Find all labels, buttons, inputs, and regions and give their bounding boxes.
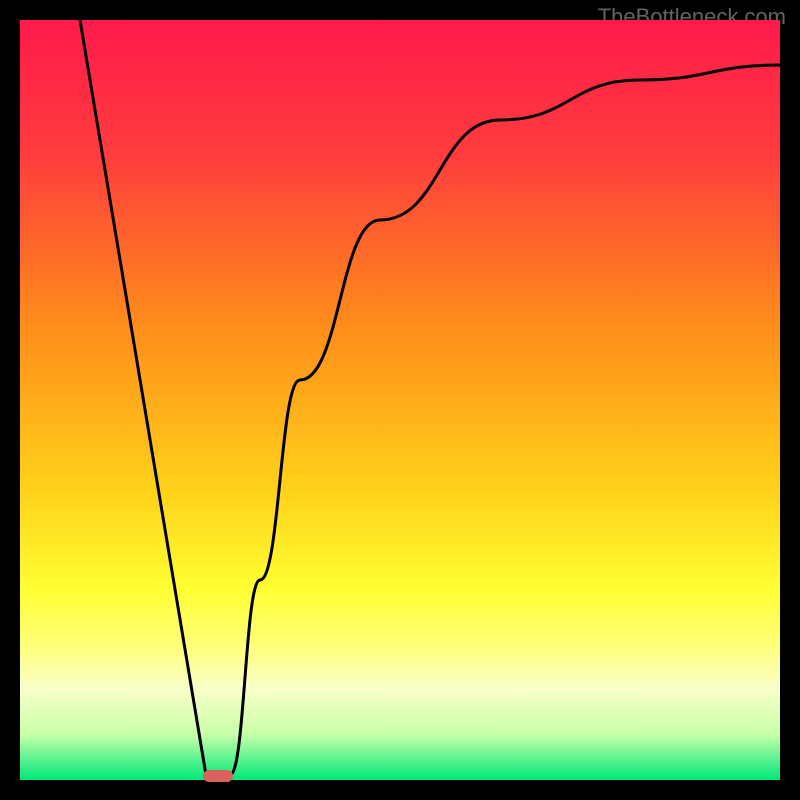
minimum-marker xyxy=(203,770,233,782)
bottleneck-curve xyxy=(20,20,780,780)
curve-path xyxy=(80,20,780,775)
plot-area xyxy=(20,20,780,780)
chart-container: TheBottleneck.com xyxy=(0,0,800,800)
